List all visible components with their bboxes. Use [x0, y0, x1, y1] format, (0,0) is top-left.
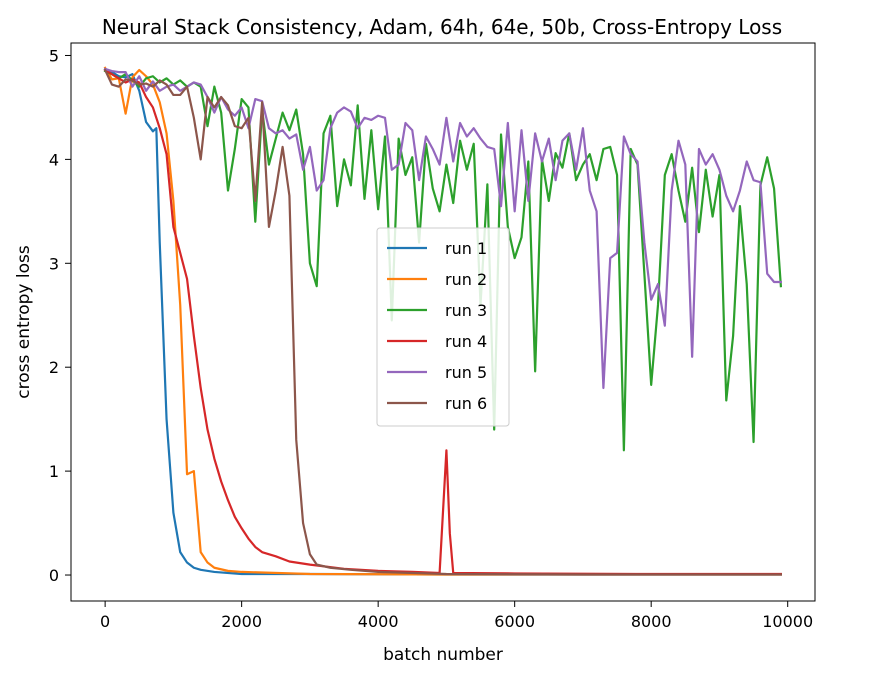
series-line-run-3 — [103, 69, 783, 452]
x-axis-label: batch number — [383, 645, 503, 665]
chart-title: Neural Stack Consistency, Adam, 64h, 64e… — [102, 15, 782, 39]
legend-label-run-6: run 6 — [445, 394, 487, 413]
series-line-run-2 — [103, 66, 782, 576]
legend-box — [376, 227, 510, 427]
y-tick-label: 4 — [49, 150, 59, 169]
legend-label-run-3: run 3 — [445, 301, 487, 320]
x-tick-label: 4000 — [358, 612, 399, 631]
y-axis-label: cross entropy loss — [14, 245, 34, 399]
plot-content — [103, 66, 783, 576]
x-tick-label: 0 — [100, 612, 110, 631]
y-tick-label: 2 — [49, 358, 59, 377]
x-tick-label: 10000 — [762, 612, 813, 631]
y-tick-label: 1 — [49, 462, 59, 481]
x-tick-label: 2000 — [221, 612, 262, 631]
series-line-run-5 — [103, 67, 782, 390]
legend-label-run-5: run 5 — [445, 363, 487, 382]
legend-label-run-2: run 2 — [445, 270, 487, 289]
x-tick-label: 8000 — [631, 612, 672, 631]
legend-label-run-4: run 4 — [445, 332, 487, 351]
x-tick-label: 6000 — [494, 612, 535, 631]
legend: run 1 run 2 run 3 run 4 run 5 run 6 — [376, 227, 510, 427]
y-tick-label: 0 — [49, 566, 59, 585]
y-tick-label: 3 — [49, 254, 59, 273]
series-line-run-6 — [103, 68, 782, 576]
plot-frame — [70, 42, 816, 602]
legend-label-run-1: run 1 — [445, 239, 487, 258]
y-tick-label: 5 — [49, 46, 59, 65]
x-axis-ticks: 0 2000 4000 6000 8000 10000 — [100, 601, 813, 631]
y-axis-ticks: 0 1 2 3 4 5 — [49, 46, 71, 585]
